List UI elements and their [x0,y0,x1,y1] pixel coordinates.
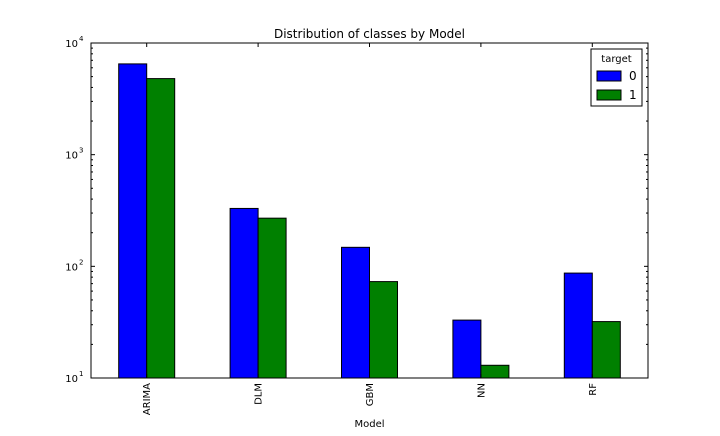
legend-swatch-1 [596,89,622,101]
chart-title: Distribution of classes by Model [274,27,465,41]
bar-dlm-series-0 [229,207,259,379]
legend: target 0 1 [590,48,643,107]
legend-title: target [601,54,631,65]
bar-arima-series-0 [118,63,148,379]
x-tick-label: DLM [254,383,265,405]
y-tick-exponent: 3 [79,147,83,155]
x-tick-label: GBM [365,383,376,406]
legend-label-1: 1 [629,88,637,102]
legend-swatch-0 [596,70,622,82]
y-tick-exponent: 2 [79,258,83,266]
y-tick-label: 10 [65,151,78,162]
bar-nn-series-1 [480,364,510,379]
y-tick-exponent: 1 [79,370,83,378]
bar-dlm-series-1 [257,217,287,379]
bar-gbm-series-1 [369,281,398,379]
x-tick-label: ARIMA [142,383,153,415]
x-tick-label: NN [476,383,487,398]
x-axis-label: Model [354,419,384,430]
x-tick-label: RF [588,383,599,396]
bar-rf-series-0 [563,272,593,379]
y-tick-label: 10 [65,262,78,273]
bar-rf-series-1 [591,321,621,379]
bars-layer [118,63,621,379]
y-tick-label: 10 [65,374,78,385]
bar-gbm-series-0 [341,246,370,379]
bar-arima-series-1 [146,78,176,379]
legend-label-0: 0 [629,69,637,83]
bar-nn-series-0 [452,319,482,379]
y-tick-exponent: 4 [79,35,84,43]
y-tick-label: 10 [65,39,78,50]
